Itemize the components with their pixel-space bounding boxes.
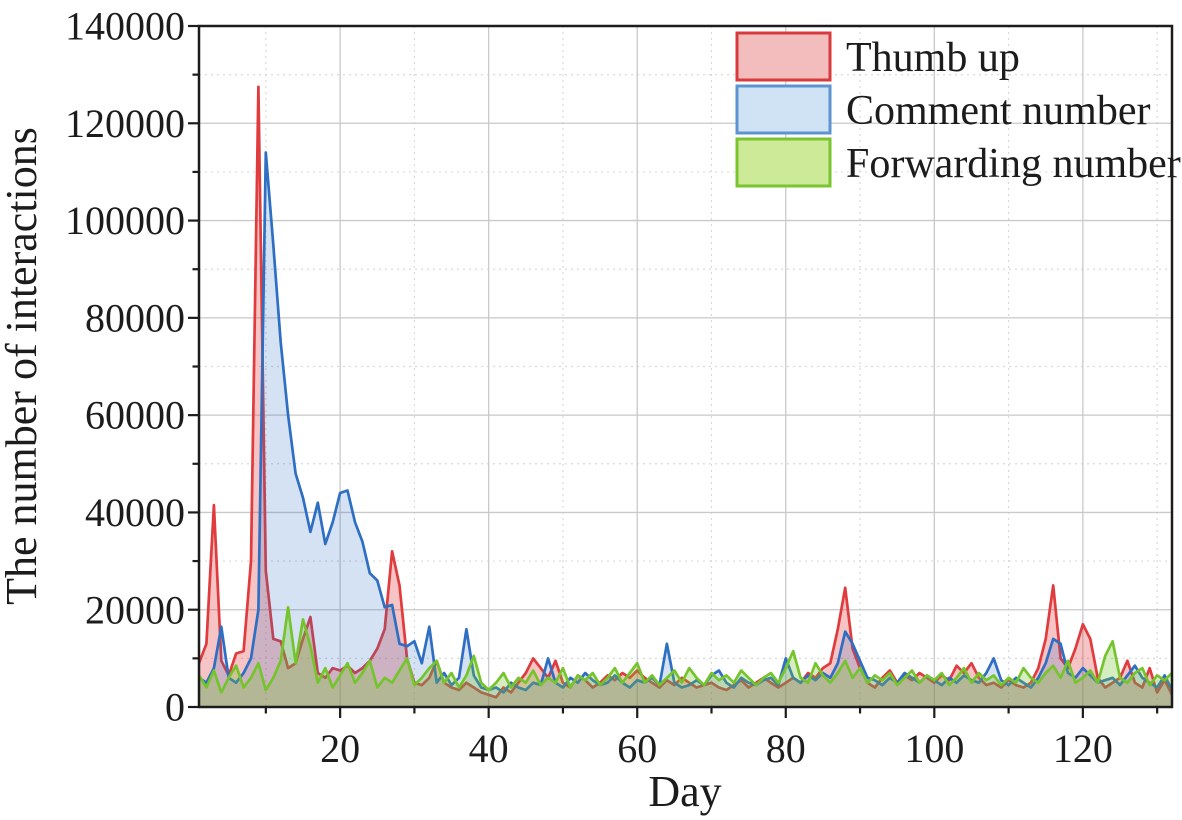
legend-entry-comment-number: Comment number xyxy=(735,84,1150,135)
tick-labels: 0 20000 40000 60000 80000 100000 120000 140000 2… xyxy=(65,4,1113,771)
legend-label-comment-number: Comment number xyxy=(846,88,1150,134)
y-tick-label: 60000 xyxy=(85,393,185,438)
legend: Thumb up Comment number Forwarding numbe… xyxy=(735,31,1181,188)
y-axis-title: The number of interactions xyxy=(0,127,46,605)
y-tick-label: 80000 xyxy=(85,295,185,340)
x-tick-label: 100 xyxy=(904,726,964,771)
x-tick-label: 60 xyxy=(617,726,657,771)
minor-gridlines xyxy=(199,26,1172,707)
legend-label-thumb-up: Thumb up xyxy=(846,35,1020,81)
legend-entry-thumb-up: Thumb up xyxy=(735,31,1020,82)
legend-swatch-thumb-up xyxy=(735,31,832,82)
axis-ticks xyxy=(188,24,1159,718)
series-area-2 xyxy=(199,607,1172,707)
y-tick-label: 140000 xyxy=(65,4,185,49)
legend-swatch-forwarding-number xyxy=(735,137,832,188)
x-axis-title: Day xyxy=(648,767,721,816)
y-tick-label: 40000 xyxy=(85,490,185,535)
series-line-0 xyxy=(199,85,1172,699)
legend-swatch-comment-number xyxy=(735,84,832,135)
x-tick-label: 40 xyxy=(469,726,509,771)
y-tick-label: 120000 xyxy=(65,101,185,146)
y-tick-label: 100000 xyxy=(65,198,185,243)
x-tick-label: 120 xyxy=(1053,726,1113,771)
legend-label-forwarding-number: Forwarding number xyxy=(846,141,1181,187)
y-tick-label: 0 xyxy=(165,685,185,730)
x-tick-label: 80 xyxy=(766,726,806,771)
legend-entry-forwarding-number: Forwarding number xyxy=(735,137,1181,188)
series-line-1 xyxy=(199,151,1172,694)
x-tick-label: 20 xyxy=(320,726,360,771)
y-tick-label: 20000 xyxy=(85,587,185,632)
series-area-1 xyxy=(199,152,1172,707)
series-line-2 xyxy=(199,605,1172,694)
data-series xyxy=(199,85,1172,707)
